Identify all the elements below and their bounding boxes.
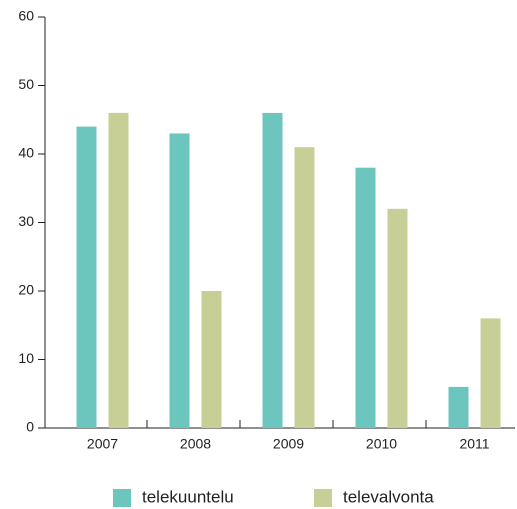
bar (387, 208, 408, 428)
bar (76, 126, 97, 428)
y-tick-label: 60 (18, 8, 34, 24)
bar (448, 386, 469, 428)
y-tick-label: 20 (18, 282, 34, 298)
legend-label: televalvonta (343, 487, 434, 506)
y-tick-label: 30 (18, 213, 34, 229)
bar (294, 147, 315, 428)
bar (355, 167, 376, 428)
y-tick-label: 10 (18, 350, 34, 366)
x-tick-label: 2009 (273, 436, 304, 452)
x-tick-label: 2010 (366, 436, 397, 452)
legend-swatch (314, 489, 332, 507)
x-tick-label: 2011 (459, 436, 489, 452)
bar (262, 112, 283, 429)
bar (480, 318, 501, 428)
bar (169, 133, 190, 428)
x-tick-label: 2007 (87, 436, 118, 452)
x-tick-label: 2008 (180, 436, 211, 452)
bar (108, 112, 129, 429)
y-tick-label: 0 (26, 419, 34, 435)
y-tick-label: 40 (18, 145, 34, 161)
y-tick-label: 50 (18, 76, 34, 92)
bar (201, 291, 222, 428)
legend-swatch (113, 489, 131, 507)
legend-label: telekuuntelu (142, 487, 234, 506)
